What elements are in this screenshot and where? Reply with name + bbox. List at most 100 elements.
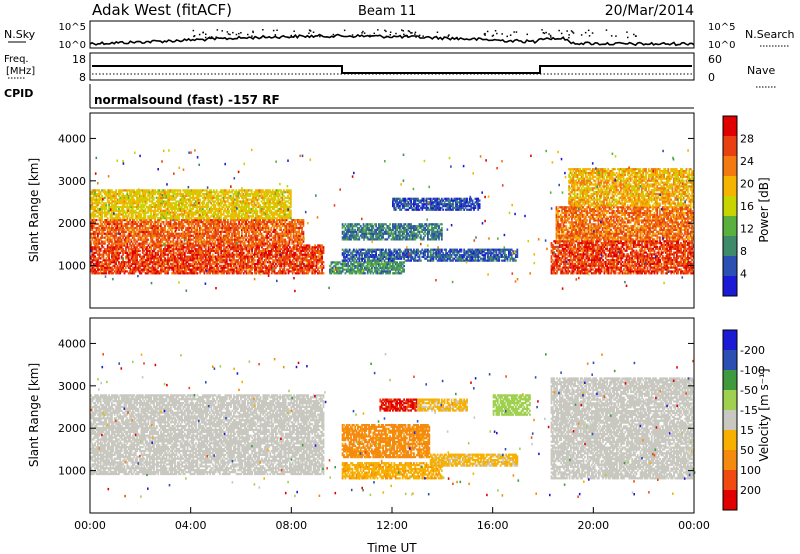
heatmap-cell [296,257,298,260]
heatmap-cell [214,224,217,228]
heatmap-cell [108,194,110,198]
heatmap-cell [97,242,99,245]
heatmap-cell [152,234,155,237]
heatmap-cell [298,240,301,243]
heatmap-cell [211,262,214,266]
heatmap-cell [314,248,316,251]
heatmap-cell [112,246,115,249]
heatmap-cell [289,230,292,234]
heatmap-cell [105,234,108,237]
heatmap-cell [310,266,312,269]
heatmap-cell [130,198,133,201]
heatmap-cell [155,242,158,245]
heatmap-cell [130,205,133,209]
heatmap-cell [315,264,318,268]
heatmap-cell [138,224,141,228]
heatmap-cell [290,253,293,256]
heatmap-cell [213,246,216,249]
heatmap-cell [186,194,189,198]
heatmap-cell [271,242,274,245]
heatmap-cell [298,272,301,275]
heatmap-cell [317,244,319,247]
heatmap-cell [131,221,134,224]
heatmap-cell [147,207,150,211]
heatmap-cell [280,219,282,222]
search-noise-point [543,32,546,35]
heatmap-cell [196,204,199,207]
heatmap-cell [123,251,126,255]
heatmap-cell [256,264,259,268]
heatmap-cell [187,193,190,196]
heatmap-cell [127,213,130,216]
heatmap-cell [111,246,113,249]
heatmap-cell [275,257,277,260]
heatmap-cell [249,221,252,224]
heatmap-cell [185,242,187,245]
heatmap-cell [113,217,116,220]
heatmap-cell [130,255,133,258]
heatmap-cell [213,262,216,266]
heatmap-cell [277,222,280,226]
heatmap-cell [155,240,158,243]
heatmap-cell [172,264,175,268]
heatmap-cell [202,253,204,256]
heatmap-cell [314,272,316,275]
heatmap-cell [144,202,147,205]
heatmap-cell [180,232,183,235]
heatmap-cell [274,232,277,235]
heatmap-cell [297,259,300,262]
heatmap-cell [225,259,228,262]
heatmap-cell [106,259,109,262]
heatmap-cell [97,262,99,266]
heatmap-cell [164,230,166,234]
heatmap-cell [195,262,197,266]
heatmap-cell [94,257,96,260]
heatmap-cell [123,268,126,271]
heatmap-cell [145,200,148,203]
heatmap-cell [137,236,140,239]
heatmap-cell [169,228,172,232]
heatmap-cell [162,264,165,268]
heatmap-cell [179,224,182,228]
heatmap-cell [273,230,275,234]
heatmap-cell [221,266,224,269]
heatmap-cell [146,264,148,268]
heatmap-cell [112,226,115,230]
heatmap-cell [113,236,116,239]
heatmap-cell [133,222,136,226]
heatmap-cell [115,217,117,220]
heatmap-cell [139,253,141,256]
heatmap-cell [95,240,98,243]
heatmap-cell [190,189,193,192]
heatmap-cell [200,262,203,266]
heatmap-cell [192,207,194,211]
heatmap-cell [125,230,127,234]
heatmap-cell [104,251,106,255]
heatmap-cell [155,270,158,273]
heatmap-cell [164,224,166,228]
heatmap-cell [147,198,150,201]
heatmap-cell [200,217,203,220]
heatmap-cell [240,259,242,262]
heatmap-cell [173,204,176,207]
heatmap-cell [136,200,138,203]
heatmap-cell [99,248,102,251]
heatmap-cell [194,209,197,212]
heatmap-cell [169,246,172,249]
heatmap-cell [104,211,106,214]
heatmap-cell [253,232,256,235]
heatmap-cell [161,226,164,230]
heatmap-cell [125,224,127,228]
heatmap-cell [208,224,211,228]
heatmap-cell [192,205,194,209]
heatmap-cell [296,234,299,237]
heatmap-cell [143,224,145,228]
heatmap-cell [234,236,236,239]
heatmap-cell [321,270,323,273]
heatmap-cell [185,191,187,194]
heatmap-cell [203,240,206,243]
heatmap-cell [101,194,103,198]
heatmap-cell [274,221,277,224]
heatmap-cell [162,262,165,266]
heatmap-cell [136,226,138,230]
